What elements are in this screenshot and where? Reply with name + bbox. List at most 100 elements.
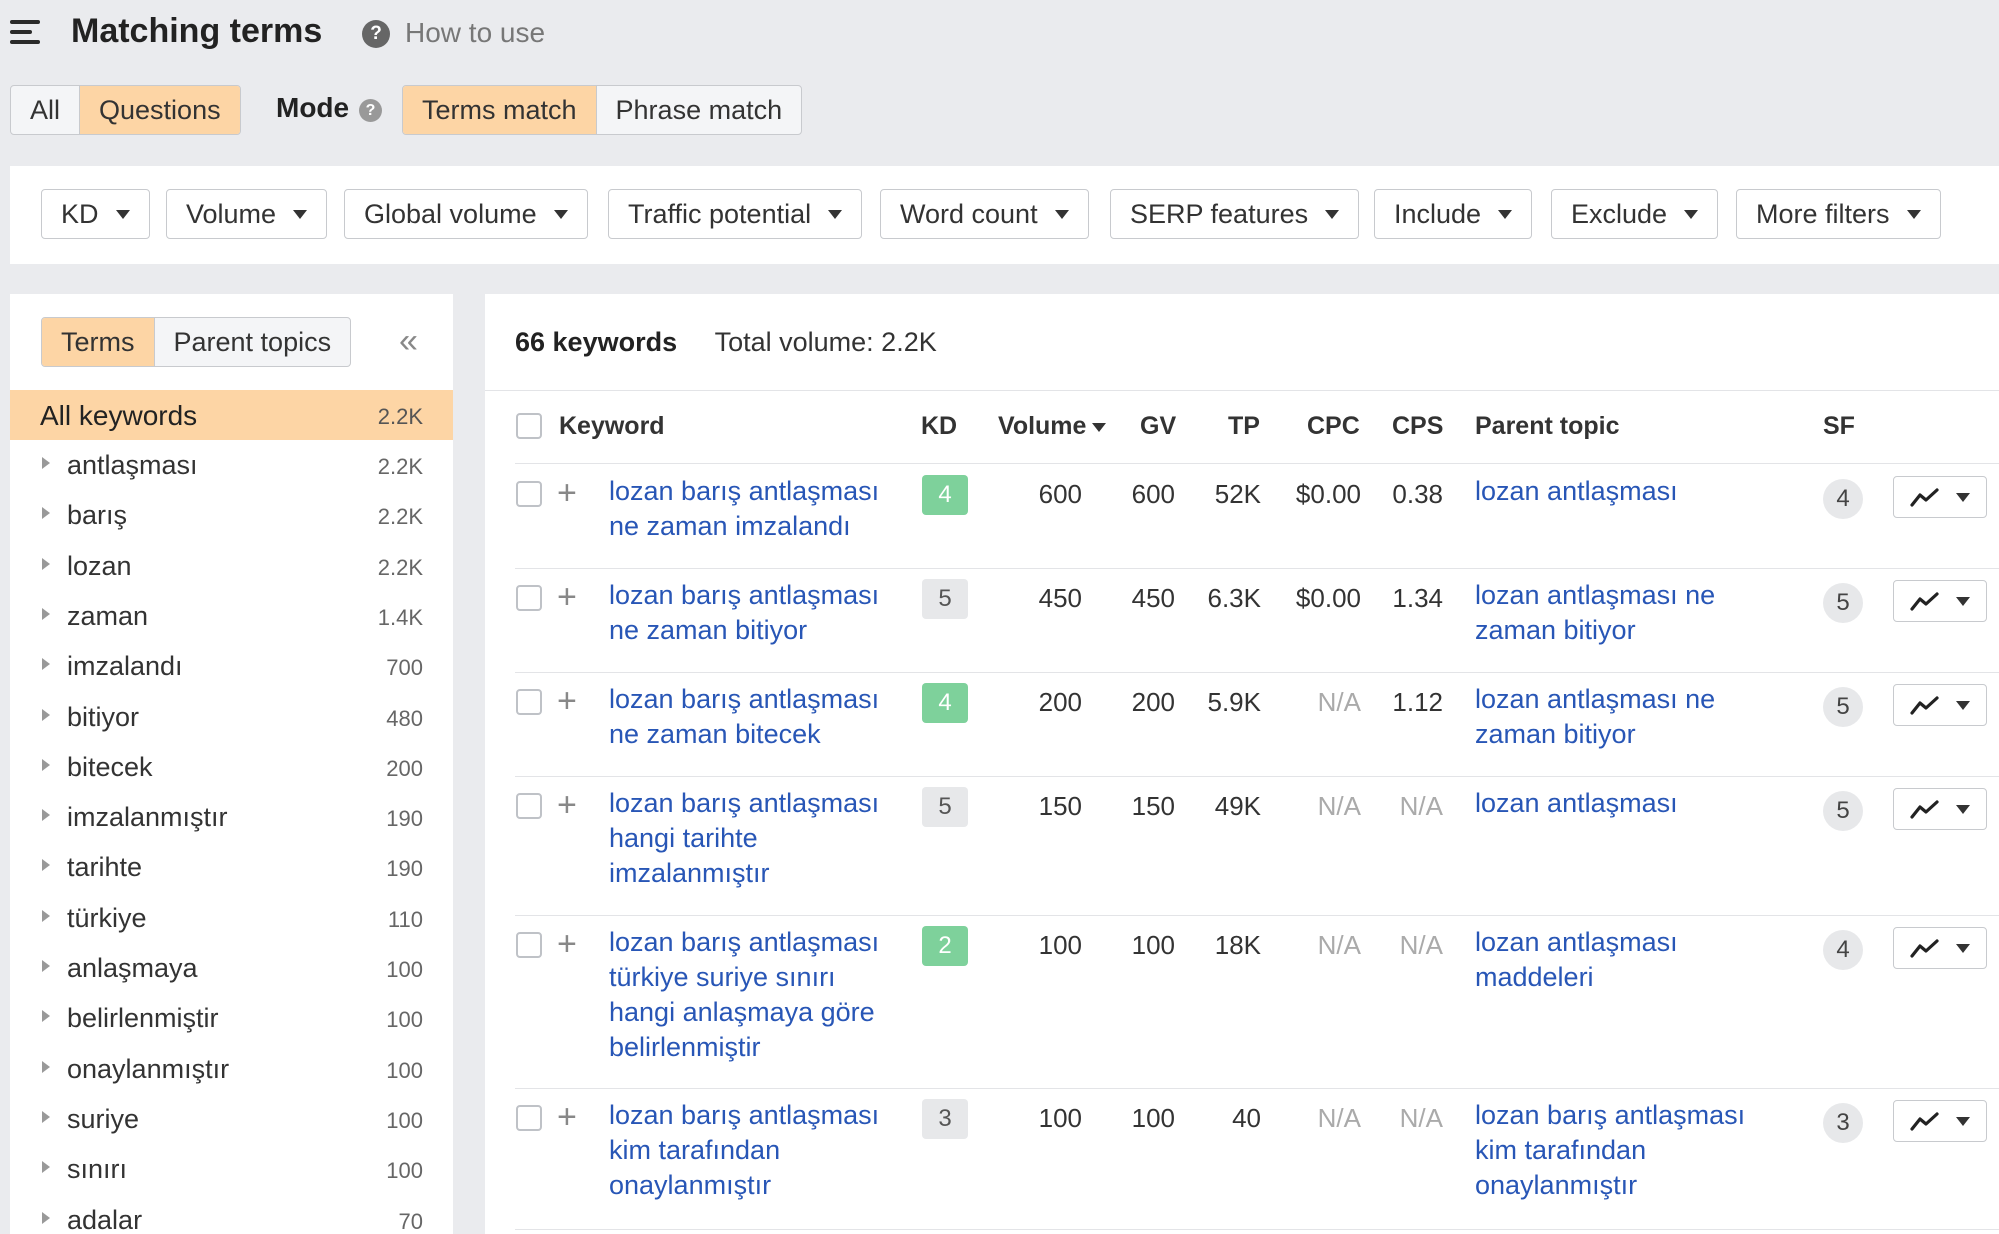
expand-triangle-icon[interactable] xyxy=(42,1110,50,1123)
filter-more-filters-button[interactable]: More filters xyxy=(1736,189,1941,239)
serp-features-count[interactable]: 5 xyxy=(1823,791,1863,831)
keyword-link[interactable]: lozan barış antlaşması ne zaman imzaland… xyxy=(609,476,880,541)
plus-icon[interactable]: + xyxy=(557,786,577,824)
serp-features-count[interactable]: 4 xyxy=(1823,479,1863,519)
sidebar-item-term[interactable]: suriye 100 xyxy=(10,1094,453,1144)
parent-topic-link[interactable]: lozan antlaşması ne zaman bitiyor xyxy=(1475,580,1716,645)
column-header-parent-topic[interactable]: Parent topic xyxy=(1475,412,1620,440)
plus-icon[interactable]: + xyxy=(557,474,577,512)
sidebar-item-term[interactable]: anlaşmaya 100 xyxy=(10,943,453,993)
parent-topic-link[interactable]: lozan antlaşması ne zaman bitiyor xyxy=(1475,684,1716,749)
column-header-gv[interactable]: GV xyxy=(1140,412,1177,440)
double-chevron-left-icon[interactable]: « xyxy=(399,322,418,360)
mode-help-icon[interactable]: ? xyxy=(359,99,382,122)
trend-dropdown-button[interactable] xyxy=(1893,684,1987,726)
keyword-link[interactable]: lozan barış antlaşması kim tarafından on… xyxy=(609,1100,880,1200)
sidebar-item-term[interactable]: antlaşması 2.2K xyxy=(10,440,453,490)
terms-match-button[interactable]: Terms match xyxy=(403,86,597,134)
sidebar-item-term[interactable]: sınırı 100 xyxy=(10,1144,453,1194)
sidebar-item-term[interactable]: imzalanmıştır 190 xyxy=(10,792,453,842)
sidebar-item-term[interactable]: barış 2.2K xyxy=(10,490,453,540)
column-header-cpc[interactable]: CPC xyxy=(1307,412,1360,440)
trend-dropdown-button[interactable] xyxy=(1893,927,1987,969)
column-header-volume[interactable]: Volume xyxy=(998,412,1107,441)
filter-serp-features-button[interactable]: SERP features xyxy=(1110,189,1360,239)
select-all-checkbox[interactable] xyxy=(516,413,542,439)
serp-features-count[interactable]: 4 xyxy=(1823,930,1863,970)
trend-dropdown-button[interactable] xyxy=(1893,476,1987,518)
column-header-cps[interactable]: CPS xyxy=(1392,412,1444,440)
filter-exclude-button[interactable]: Exclude xyxy=(1551,189,1719,239)
expand-triangle-icon[interactable] xyxy=(42,859,50,872)
parent-topic-link[interactable]: lozan barış antlaşması kim tarafından on… xyxy=(1475,1100,1746,1200)
expand-triangle-icon[interactable] xyxy=(42,758,50,771)
keyword-link[interactable]: lozan barış antlaşması türkiye suriye sı… xyxy=(609,927,880,1062)
plus-icon[interactable]: + xyxy=(557,1098,577,1136)
serp-features-count[interactable]: 5 xyxy=(1823,687,1863,727)
filter-kd-button[interactable]: KD xyxy=(41,189,150,239)
expand-triangle-icon[interactable] xyxy=(42,1010,50,1023)
expand-triangle-icon[interactable] xyxy=(42,658,50,671)
expand-triangle-icon[interactable] xyxy=(42,607,50,620)
trend-dropdown-button[interactable] xyxy=(1893,1100,1987,1142)
sidebar-item-term[interactable]: adalar 70 xyxy=(10,1195,453,1234)
phrase-match-button[interactable]: Phrase match xyxy=(615,94,783,125)
plus-icon[interactable]: + xyxy=(557,578,577,616)
filter-word-count-button[interactable]: Word count xyxy=(880,189,1089,239)
filter-volume-button[interactable]: Volume xyxy=(166,189,328,239)
serp-features-count[interactable]: 5 xyxy=(1823,583,1863,623)
parent-topic-link[interactable]: lozan antlaşması xyxy=(1475,788,1678,818)
parent-topic-link[interactable]: lozan antlaşması xyxy=(1475,476,1678,506)
expand-triangle-icon[interactable] xyxy=(42,1161,50,1174)
expand-triangle-icon[interactable] xyxy=(42,507,50,520)
plus-icon[interactable]: + xyxy=(557,682,577,720)
keyword-link[interactable]: lozan barış antlaşması ne zaman bitiyor xyxy=(609,580,880,645)
question-circle-icon[interactable]: ? xyxy=(362,20,390,48)
how-to-use-link[interactable]: How to use xyxy=(405,17,546,48)
expand-triangle-icon[interactable] xyxy=(42,457,50,469)
expand-triangle-icon[interactable] xyxy=(42,960,50,972)
row-checkbox[interactable] xyxy=(516,932,542,958)
sidebar-item-term[interactable]: türkiye 110 xyxy=(10,893,453,943)
column-header-keyword[interactable]: Keyword xyxy=(559,412,665,440)
row-checkbox[interactable] xyxy=(516,585,542,611)
sidebar-item-all-keywords[interactable]: All keywords 2.2K xyxy=(10,390,453,440)
row-checkbox[interactable] xyxy=(516,793,542,819)
row-checkbox[interactable] xyxy=(516,689,542,715)
scope-all-button[interactable]: All xyxy=(11,86,81,134)
parent-topic-link[interactable]: lozan antlaşması maddeleri xyxy=(1475,927,1678,992)
sidebar-item-term[interactable]: bitiyor 480 xyxy=(10,692,453,742)
row-checkbox[interactable] xyxy=(516,481,542,507)
cell-cpc: N/A xyxy=(1317,1103,1361,1133)
trend-dropdown-button[interactable] xyxy=(1893,788,1987,830)
filter-traffic-potential-button[interactable]: Traffic potential xyxy=(608,189,863,239)
column-header-sf[interactable]: SF xyxy=(1823,412,1855,440)
expand-triangle-icon[interactable] xyxy=(42,557,50,570)
sidebar-item-term[interactable]: tarihte 190 xyxy=(10,842,453,892)
sidebar-item-term[interactable]: zaman 1.4K xyxy=(10,591,453,641)
expand-triangle-icon[interactable] xyxy=(42,909,50,922)
expand-triangle-icon[interactable] xyxy=(42,1211,50,1224)
filter-include-button[interactable]: Include xyxy=(1374,189,1533,239)
expand-triangle-icon[interactable] xyxy=(42,1060,50,1073)
column-header-kd[interactable]: KD xyxy=(921,412,958,440)
tab-parent-topics[interactable]: Parent topics xyxy=(173,326,332,357)
sidebar-item-term[interactable]: bitecek 200 xyxy=(10,742,453,792)
sidebar-item-term[interactable]: onaylanmıştır 100 xyxy=(10,1044,453,1094)
plus-icon[interactable]: + xyxy=(557,925,577,963)
serp-features-count[interactable]: 3 xyxy=(1823,1103,1863,1143)
filter-global-volume-button[interactable]: Global volume xyxy=(344,189,588,239)
row-checkbox[interactable] xyxy=(516,1105,542,1131)
keyword-link[interactable]: lozan barış antlaşması hangi tarihte imz… xyxy=(609,788,880,888)
keyword-link[interactable]: lozan barış antlaşması ne zaman bitecek xyxy=(609,684,880,749)
tab-terms[interactable]: Terms xyxy=(42,318,155,366)
expand-triangle-icon[interactable] xyxy=(42,809,50,822)
hamburger-menu-icon[interactable] xyxy=(10,20,40,44)
sidebar-item-term[interactable]: lozan 2.2K xyxy=(10,541,453,591)
trend-dropdown-button[interactable] xyxy=(1893,580,1987,622)
expand-triangle-icon[interactable] xyxy=(42,708,50,721)
scope-questions-button[interactable]: Questions xyxy=(80,86,240,134)
sidebar-item-term[interactable]: belirlenmiştir 100 xyxy=(10,993,453,1043)
sidebar-item-term[interactable]: imzalandı 700 xyxy=(10,641,453,691)
column-header-tp[interactable]: TP xyxy=(1228,412,1260,440)
